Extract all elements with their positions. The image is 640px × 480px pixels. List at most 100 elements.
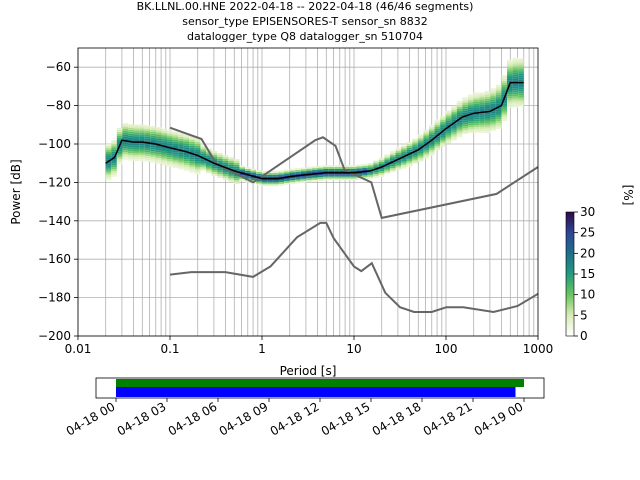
heatmap-cell: [356, 174, 363, 177]
heatmap-cell: [490, 92, 496, 95]
heatmap-cell: [456, 110, 463, 113]
heatmap-cell: [211, 168, 218, 171]
x-tick-label: 10: [346, 342, 361, 356]
heatmap-cell: [378, 173, 385, 176]
heatmap-cell: [161, 161, 168, 164]
heatmap-cell: [401, 157, 407, 160]
heatmap-cell: [406, 149, 413, 152]
heatmap-cell: [406, 151, 413, 154]
heatmap-cell: [167, 157, 173, 160]
heatmap-cell: [127, 145, 134, 148]
heatmap-cell: [295, 167, 301, 170]
heatmap-cell: [362, 169, 368, 172]
heatmap-cell: [373, 174, 379, 176]
heatmap-cell: [518, 96, 524, 99]
heatmap-cell: [350, 170, 357, 173]
heatmap-cell: [194, 172, 201, 175]
heatmap-cell: [233, 166, 240, 169]
heatmap-cell: [507, 75, 513, 78]
heatmap-cell: [178, 167, 184, 170]
heatmap-cell: [501, 107, 508, 110]
heatmap-cell: [507, 67, 513, 70]
heatmap-cell: [272, 182, 279, 185]
heatmap-cell: [233, 168, 240, 171]
heatmap-cell: [501, 109, 508, 112]
heatmap-cell: [473, 130, 480, 133]
heatmap-cell: [183, 147, 190, 150]
timeline-tick-label: 04-18 06: [166, 399, 220, 438]
heatmap-cell: [507, 105, 513, 108]
heatmap-cell: [245, 172, 251, 175]
heatmap-cell: [133, 149, 140, 152]
heatmap-cell: [434, 138, 441, 141]
heatmap-cell: [473, 113, 480, 116]
heatmap-cell: [144, 140, 151, 143]
heatmap-cell: [167, 147, 173, 150]
heatmap-cell: [222, 157, 229, 159]
heatmap-cell: [194, 139, 201, 142]
heatmap-cell: [150, 133, 156, 136]
heatmap-cell: [161, 136, 168, 139]
heatmap-cell: [462, 99, 469, 102]
colorbar-tick-label: 5: [580, 308, 588, 322]
heatmap-cell: [167, 143, 173, 146]
heatmap-cell: [434, 127, 441, 129]
heatmap-cell: [289, 172, 296, 175]
heatmap-cell: [183, 140, 190, 142]
heatmap-cell: [490, 97, 496, 100]
heatmap-cell: [133, 132, 140, 135]
heatmap-cell: [518, 95, 524, 97]
heatmap-cell: [111, 149, 117, 152]
heatmap-cell: [328, 167, 335, 169]
heatmap-cell: [200, 162, 207, 165]
colorbar-tick-label: 10: [580, 288, 595, 302]
heatmap-cell: [167, 155, 173, 158]
heatmap-cell: [189, 159, 195, 162]
heatmap-cell: [501, 117, 508, 120]
heatmap-cell: [133, 130, 140, 133]
heatmap-cell: [339, 170, 346, 173]
heatmap-cell: [367, 174, 374, 177]
heatmap-cell: [311, 179, 318, 182]
heatmap-cell: [144, 152, 151, 155]
heatmap-cell: [111, 140, 117, 143]
heatmap-cell: [384, 154, 390, 157]
colorbar-tick-label: 15: [580, 267, 595, 281]
heatmap-cell: [278, 176, 285, 179]
heatmap-cell: [178, 144, 184, 147]
heatmap-cell: [311, 168, 318, 171]
heatmap-cell: [468, 104, 474, 107]
heatmap-cell: [512, 84, 519, 87]
heatmap-cell: [356, 170, 363, 173]
heatmap-cell: [373, 170, 379, 173]
heatmap-cell: [406, 144, 413, 146]
heatmap-cell: [507, 80, 513, 83]
heatmap-cell: [284, 171, 290, 174]
heatmap-cell: [250, 172, 257, 175]
chart-title-line-1: BK.LLNL.00.HNE 2022-04-18 -- 2022-04-18 …: [137, 0, 474, 13]
heatmap-cell: [473, 126, 480, 129]
heatmap-cell: [401, 159, 407, 161]
heatmap-cell: [451, 117, 457, 120]
heatmap-cell: [512, 80, 519, 83]
heatmap-cell: [311, 170, 318, 172]
heatmap-cell: [261, 182, 268, 185]
heatmap-cell: [484, 96, 491, 99]
heatmap-cell: [217, 156, 223, 159]
heatmap-cell: [116, 158, 123, 161]
heatmap-cell: [172, 147, 179, 149]
heatmap-cell: [468, 96, 474, 99]
heatmap-cell: [423, 154, 429, 157]
heatmap-cell: [150, 143, 156, 146]
heatmap-cell: [116, 137, 123, 140]
heatmap-cell: [518, 91, 524, 94]
heatmap-cell: [144, 133, 151, 135]
x-tick-label: 1000: [523, 342, 554, 356]
heatmap-cell: [462, 120, 469, 123]
heatmap-cell: [306, 180, 312, 183]
heatmap-cell: [261, 180, 268, 183]
heatmap-cell: [167, 136, 173, 138]
colorbar-tick-label: 25: [580, 226, 595, 240]
heatmap-cell: [250, 174, 257, 177]
heatmap-cell: [150, 137, 156, 140]
